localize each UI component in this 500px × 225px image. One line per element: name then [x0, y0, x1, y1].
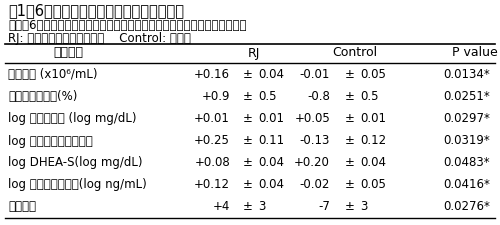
Text: ±: ± — [243, 68, 253, 81]
Text: Control: Control — [332, 46, 378, 59]
Text: 0.0416*: 0.0416* — [443, 178, 490, 191]
Text: +0.25: +0.25 — [194, 134, 230, 147]
Text: P value: P value — [452, 46, 498, 59]
Text: 0.0297*: 0.0297* — [443, 112, 490, 125]
Text: 0.01: 0.01 — [258, 112, 284, 125]
Text: +0.20: +0.20 — [294, 156, 330, 169]
Text: 心の健康: 心の健康 — [8, 200, 36, 213]
Text: +0.01: +0.01 — [194, 112, 230, 125]
Text: 0.0483*: 0.0483* — [444, 156, 490, 169]
Text: RJ: ローヤルゼリー摂取群，    Control: 対照群: RJ: ローヤルゼリー摂取群， Control: 対照群 — [8, 32, 191, 45]
Text: +0.08: +0.08 — [194, 156, 230, 169]
Text: +4: +4 — [212, 200, 230, 213]
Text: +0.16: +0.16 — [194, 68, 230, 81]
Text: ±: ± — [345, 156, 355, 169]
Text: 数値は6か月飲用後の検査値から飲用開始前の検査値を引いた変化量を表す: 数値は6か月飲用後の検査値から飲用開始前の検査値を引いた変化量を表す — [8, 19, 246, 32]
Text: 検査項目: 検査項目 — [53, 46, 83, 59]
Text: ±: ± — [243, 90, 253, 103]
Text: 0.5: 0.5 — [360, 90, 378, 103]
Text: ±: ± — [243, 112, 253, 125]
Text: 3: 3 — [258, 200, 266, 213]
Text: ±: ± — [243, 156, 253, 169]
Text: 0.01: 0.01 — [360, 112, 386, 125]
Text: 0.05: 0.05 — [360, 68, 386, 81]
Text: 0.0251*: 0.0251* — [444, 90, 490, 103]
Text: 0.04: 0.04 — [360, 156, 386, 169]
Text: 0.04: 0.04 — [258, 178, 284, 191]
Text: -0.13: -0.13 — [300, 134, 330, 147]
Text: ±: ± — [345, 178, 355, 191]
Text: ±: ± — [345, 90, 355, 103]
Text: ±: ± — [345, 134, 355, 147]
Text: 0.12: 0.12 — [360, 134, 386, 147]
Text: 0.0134*: 0.0134* — [444, 68, 490, 81]
Text: 表1．6か月飲用後の各種検査結果の変化量: 表1．6か月飲用後の各種検査結果の変化量 — [8, 3, 184, 18]
Text: log 空腹時血糖 (log mg/dL): log 空腹時血糖 (log mg/dL) — [8, 112, 136, 125]
Text: 0.0276*: 0.0276* — [443, 200, 490, 213]
Text: +0.05: +0.05 — [294, 112, 330, 125]
Text: -7: -7 — [318, 200, 330, 213]
Text: 赤血球数 (x10⁶/mL): 赤血球数 (x10⁶/mL) — [8, 68, 98, 81]
Text: 0.04: 0.04 — [258, 156, 284, 169]
Text: +0.9: +0.9 — [202, 90, 230, 103]
Text: ±: ± — [345, 200, 355, 213]
Text: ±: ± — [345, 68, 355, 81]
Text: 0.5: 0.5 — [258, 90, 276, 103]
Text: ±: ± — [243, 134, 253, 147]
Text: 0.05: 0.05 — [360, 178, 386, 191]
Text: 0.0319*: 0.0319* — [444, 134, 490, 147]
Text: log DHEA-S(log mg/dL): log DHEA-S(log mg/dL) — [8, 156, 142, 169]
Text: -0.02: -0.02 — [300, 178, 330, 191]
Text: 0.04: 0.04 — [258, 68, 284, 81]
Text: 3: 3 — [360, 200, 368, 213]
Text: RJ: RJ — [248, 46, 260, 59]
Text: -0.8: -0.8 — [307, 90, 330, 103]
Text: ヘマトクリット(%): ヘマトクリット(%) — [8, 90, 78, 103]
Text: -0.01: -0.01 — [300, 68, 330, 81]
Text: 0.11: 0.11 — [258, 134, 284, 147]
Text: ±: ± — [243, 178, 253, 191]
Text: ±: ± — [243, 200, 253, 213]
Text: ±: ± — [345, 112, 355, 125]
Text: log インスリン分泌指数: log インスリン分泌指数 — [8, 134, 93, 147]
Text: log テストステロン(log ng/mL): log テストステロン(log ng/mL) — [8, 178, 147, 191]
Text: +0.12: +0.12 — [194, 178, 230, 191]
